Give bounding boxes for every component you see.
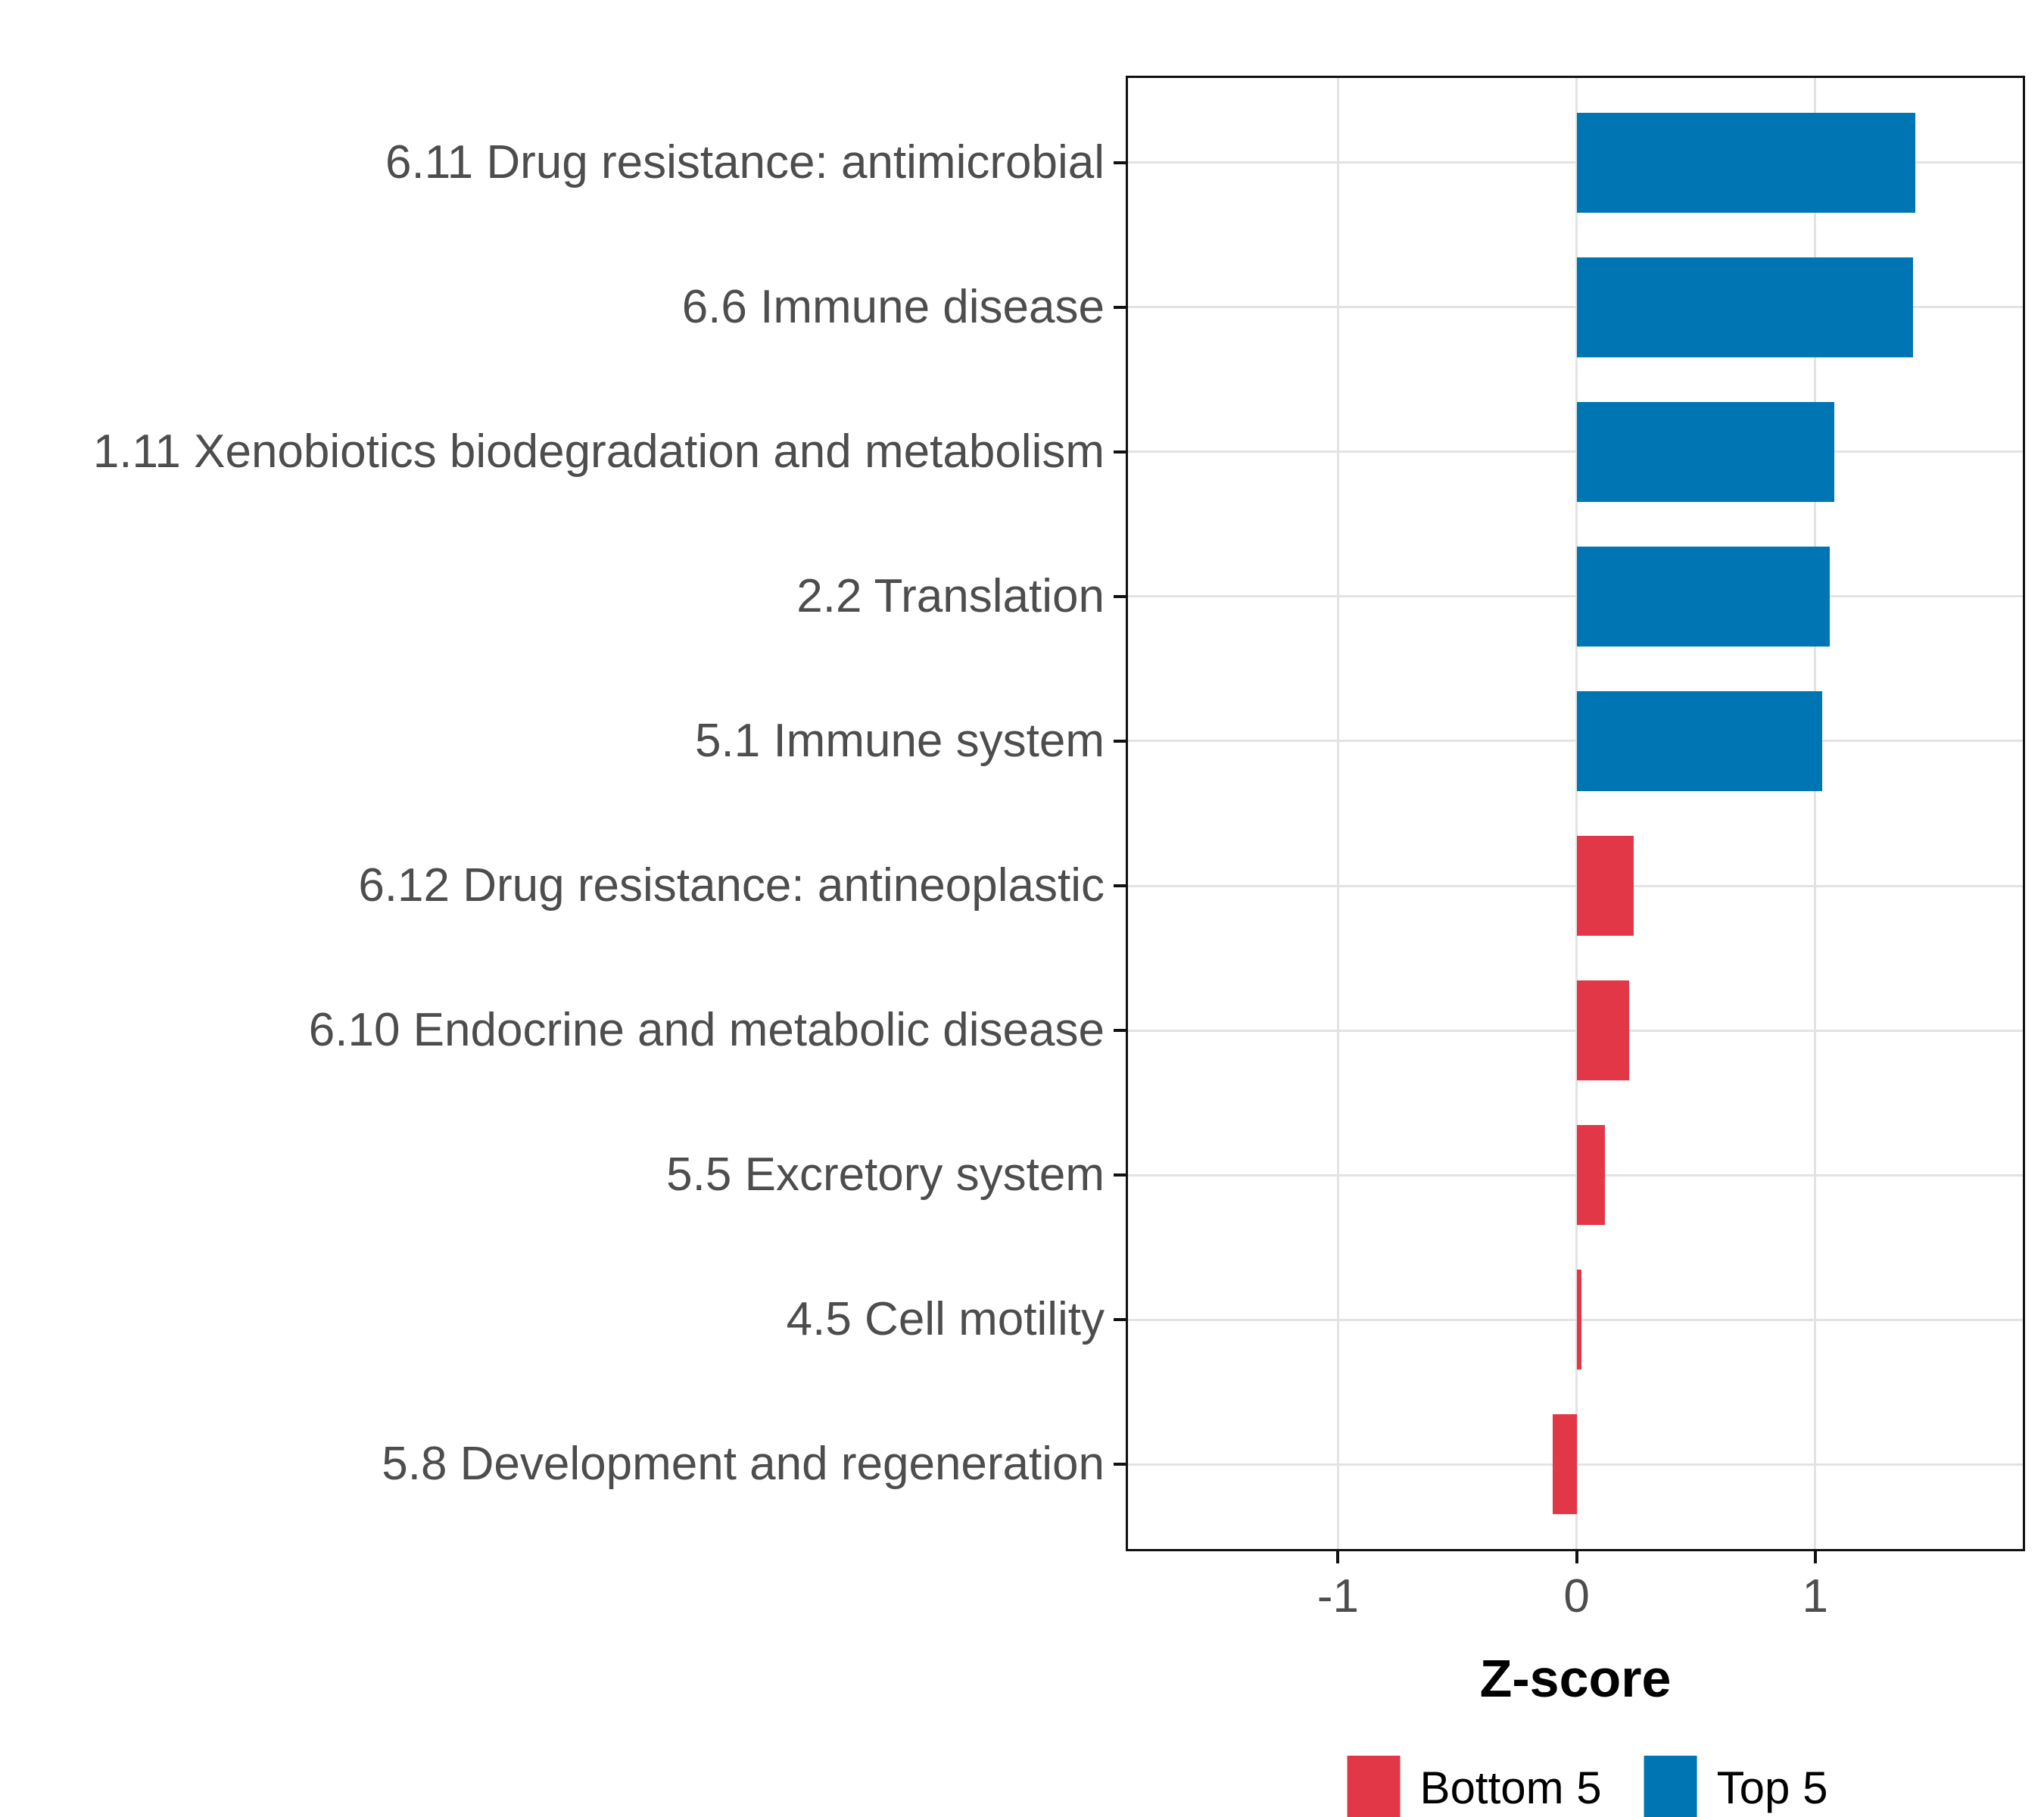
x-axis-tick-label: 0 <box>1563 1570 1590 1622</box>
y-tick-mark <box>1114 161 1126 164</box>
gridline-horizontal <box>1126 740 2025 743</box>
gridline-horizontal <box>1126 1029 2025 1032</box>
gridline-horizontal <box>1126 161 2025 164</box>
y-tick-mark <box>1114 1463 1126 1466</box>
y-tick-mark <box>1114 884 1126 888</box>
gridline-horizontal <box>1126 1318 2025 1321</box>
y-tick-mark <box>1114 1173 1126 1177</box>
legend-key-swatch <box>1347 1756 1401 1817</box>
legend-key-swatch <box>1644 1756 1697 1817</box>
x-tick-mark <box>1336 1551 1340 1563</box>
y-axis-label: 6.6 Immune disease <box>681 280 1105 333</box>
gridline-vertical <box>1336 76 1339 1551</box>
bar-bottom5 <box>1576 1125 1606 1226</box>
y-tick-mark <box>1114 1029 1126 1033</box>
bar-bottom5 <box>1576 1270 1581 1370</box>
bar-bottom5 <box>1553 1414 1577 1515</box>
legend-entry: Bottom 5 <box>1347 1756 1602 1817</box>
y-axis-label: 6.12 Drug resistance: antineoplastic <box>358 859 1105 912</box>
gridline-vertical <box>1814 76 1817 1551</box>
gridline-horizontal <box>1126 595 2025 598</box>
gridline-horizontal <box>1126 450 2025 453</box>
bar-top5 <box>1576 690 1823 791</box>
y-axis-label: 1.11 Xenobiotics biodegradation and meta… <box>92 425 1105 478</box>
y-tick-mark <box>1114 739 1126 743</box>
legend-entry: Top 5 <box>1644 1756 1828 1817</box>
y-tick-mark <box>1114 1318 1126 1322</box>
bar-bottom5 <box>1576 980 1629 1081</box>
y-axis-label: 4.5 Cell motility <box>786 1293 1105 1346</box>
bar-bottom5 <box>1576 836 1634 937</box>
bar-top5 <box>1576 546 1830 647</box>
x-axis-tick-label: -1 <box>1316 1570 1360 1622</box>
bar-top5 <box>1576 401 1834 502</box>
gridline-horizontal <box>1126 1173 2025 1177</box>
y-axis-label: 5.8 Development and regeneration <box>382 1438 1105 1491</box>
y-axis-label: 5.1 Immune system <box>695 714 1105 767</box>
x-axis-title: Z-score <box>1479 1649 1672 1708</box>
gridline-horizontal <box>1126 306 2025 309</box>
y-tick-mark <box>1114 594 1126 598</box>
y-axis-label: 5.5 Excretory system <box>666 1148 1105 1201</box>
legend: Bottom 5 Top 5 <box>1347 1756 1828 1817</box>
gridline-vertical <box>1575 76 1578 1551</box>
y-tick-mark <box>1114 450 1126 453</box>
gridline-horizontal <box>1126 884 2025 887</box>
x-axis-tick-label: 1 <box>1802 1570 1828 1622</box>
y-axis-label: 2.2 Translation <box>796 569 1105 622</box>
bar-top5 <box>1576 112 1916 213</box>
legend-label: Bottom 5 <box>1419 1762 1602 1813</box>
x-tick-mark <box>1575 1551 1578 1563</box>
bar-top5 <box>1576 257 1913 357</box>
legend-label: Top 5 <box>1716 1762 1828 1813</box>
x-tick-mark <box>1813 1551 1817 1563</box>
y-axis-label: 6.10 Endocrine and metabolic disease <box>308 1004 1105 1057</box>
y-tick-mark <box>1114 305 1126 309</box>
y-axis-label: 6.11 Drug resistance: antimicrobial <box>385 136 1105 189</box>
